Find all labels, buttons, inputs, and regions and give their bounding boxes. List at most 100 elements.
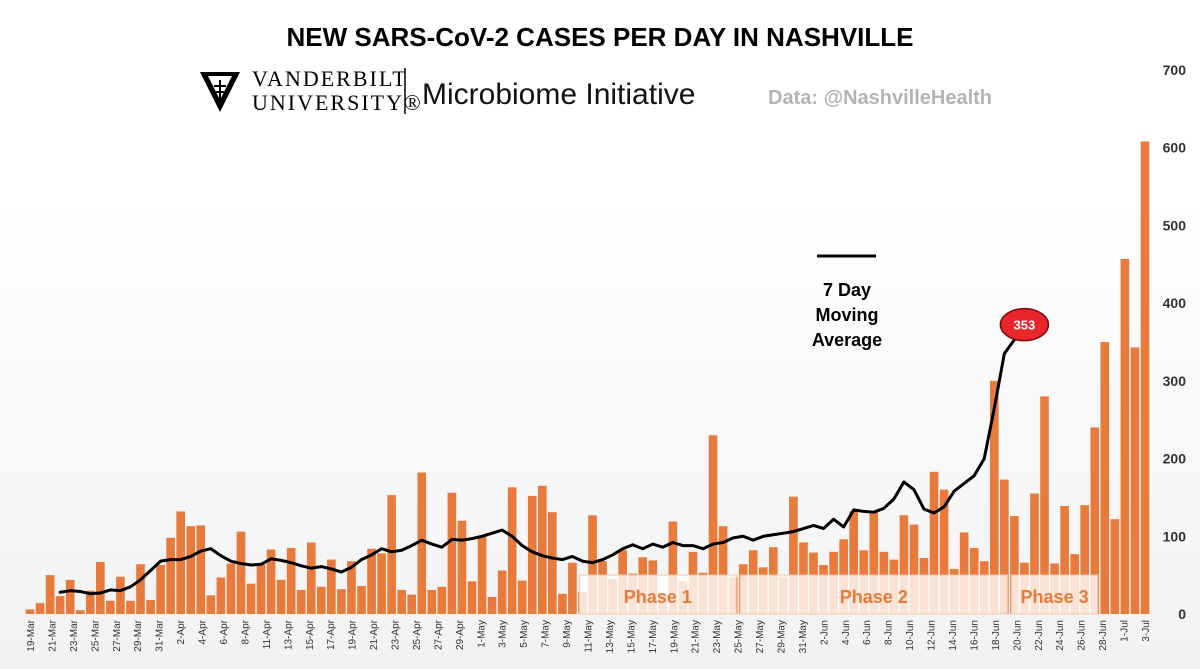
- phase-band: [578, 574, 737, 615]
- bar: [507, 487, 517, 614]
- phase-label: Phase 2: [840, 587, 908, 607]
- x-tick-label: 19-Mar: [26, 619, 37, 651]
- callout-bubble: [999, 307, 1050, 342]
- bar: [75, 610, 85, 614]
- bar: [1010, 516, 1019, 614]
- x-tick-label: 7-May: [541, 620, 552, 648]
- x-tick-label: 11-May: [584, 620, 595, 653]
- bar: [588, 515, 597, 614]
- y-tick-label: 700: [1163, 62, 1187, 78]
- bar: [357, 586, 366, 614]
- bar: [397, 589, 406, 614]
- bar: [437, 586, 447, 614]
- bar: [136, 564, 145, 614]
- x-tick-label: 4-Jun: [841, 620, 852, 645]
- bar: [1140, 141, 1150, 614]
- bar: [377, 553, 386, 614]
- x-tick-label: 31-Mar: [155, 619, 166, 651]
- x-tick-label: 5-May: [519, 620, 530, 648]
- y-tick-label: 500: [1163, 217, 1187, 233]
- x-tick-label: 3-May: [498, 620, 509, 648]
- x-tick-label: 10-Jun: [905, 620, 916, 651]
- y-tick-label: 200: [1163, 451, 1187, 467]
- x-tick-label: 2-Apr: [176, 619, 187, 644]
- x-tick-label: 1-Jul: [1120, 620, 1131, 642]
- bar: [487, 596, 497, 614]
- x-tick-label: 9-May: [562, 620, 573, 648]
- x-tick-label: 29-Mar: [133, 619, 144, 651]
- x-tick-label: 22-Jun: [1034, 620, 1045, 651]
- x-tick-label: 20-Jun: [1012, 620, 1023, 651]
- x-tick-label: 15-May: [626, 620, 637, 653]
- bar: [226, 563, 236, 614]
- bar: [186, 526, 196, 614]
- y-tick-label: 600: [1163, 140, 1187, 156]
- bar: [548, 512, 557, 614]
- bar: [1100, 342, 1110, 614]
- phase-band: [739, 574, 1008, 615]
- x-tick-label: 23-May: [712, 620, 723, 653]
- bar: [25, 609, 35, 614]
- x-tick-label: 11-Apr: [262, 619, 273, 649]
- bar: [407, 594, 417, 614]
- x-tick-label: 27-May: [755, 620, 766, 653]
- x-tick-label: 8-Apr: [240, 619, 251, 644]
- bar: [306, 542, 316, 614]
- bar: [517, 580, 527, 614]
- bar: [467, 581, 477, 614]
- bar: [527, 495, 537, 614]
- x-tick-label: 25-Apr: [412, 619, 423, 650]
- bar: [317, 586, 326, 614]
- x-tick-label: 23-Apr: [391, 619, 402, 650]
- y-tick-label: 300: [1163, 373, 1187, 389]
- bar: [718, 526, 728, 614]
- legend-line3: Average: [812, 330, 882, 350]
- x-tick-label: 13-May: [605, 620, 616, 653]
- data-source: Data: @NashvilleHealth: [768, 87, 992, 109]
- bar: [1130, 347, 1140, 614]
- x-tick-label: 15-Apr: [305, 619, 316, 650]
- bar: [85, 590, 95, 614]
- legend-line2: Moving: [816, 305, 879, 325]
- x-tick-label: 19-May: [669, 620, 680, 653]
- legend: 7 Day Moving Average: [812, 254, 882, 350]
- vanderbilt-logo: VANDERBILT UNIVERSITY® Microbiome Initia…: [163, 58, 761, 120]
- x-tick-label: 19-Apr: [348, 619, 359, 650]
- bar: [246, 583, 256, 614]
- phase-label: Phase 1: [624, 587, 692, 607]
- bar: [296, 589, 306, 614]
- legend-line1: 7 Day: [823, 280, 871, 300]
- x-tick-label: 13-Apr: [283, 619, 294, 650]
- vanderbilt-oak-leaf-icon: [200, 72, 240, 112]
- bar: [216, 577, 226, 614]
- bar: [1080, 505, 1090, 614]
- bar: [1040, 396, 1049, 614]
- x-tick-label: 2-Jun: [819, 620, 830, 645]
- x-tick-label: 21-Mar: [47, 619, 58, 651]
- x-tick-label: 31-May: [798, 620, 809, 653]
- bar: [447, 492, 457, 614]
- bar: [568, 562, 577, 614]
- x-tick-label: 17-Apr: [326, 619, 337, 650]
- bar: [337, 589, 346, 614]
- y-tick-label: 0: [1178, 606, 1186, 622]
- bar: [156, 565, 165, 614]
- logo-initiative: Microbiome Initiative: [422, 78, 695, 111]
- bar: [206, 595, 216, 614]
- bar: [126, 600, 135, 614]
- logo-line2: UNIVERSITY®: [252, 90, 423, 115]
- bar: [1030, 493, 1039, 614]
- x-tick-label: 28-Jun: [1098, 620, 1109, 651]
- bar: [176, 511, 186, 614]
- bar: [236, 531, 246, 614]
- x-tick-label: 16-Jun: [969, 620, 980, 651]
- x-tick-label: 29-May: [776, 620, 787, 653]
- bar: [45, 575, 55, 614]
- bar: [106, 600, 115, 614]
- x-tick-label: 25-May: [734, 620, 745, 653]
- logo-line1: VANDERBILT: [252, 66, 408, 91]
- bar: [256, 564, 266, 614]
- bar: [286, 547, 296, 614]
- x-tick-label: 8-Jun: [884, 620, 895, 645]
